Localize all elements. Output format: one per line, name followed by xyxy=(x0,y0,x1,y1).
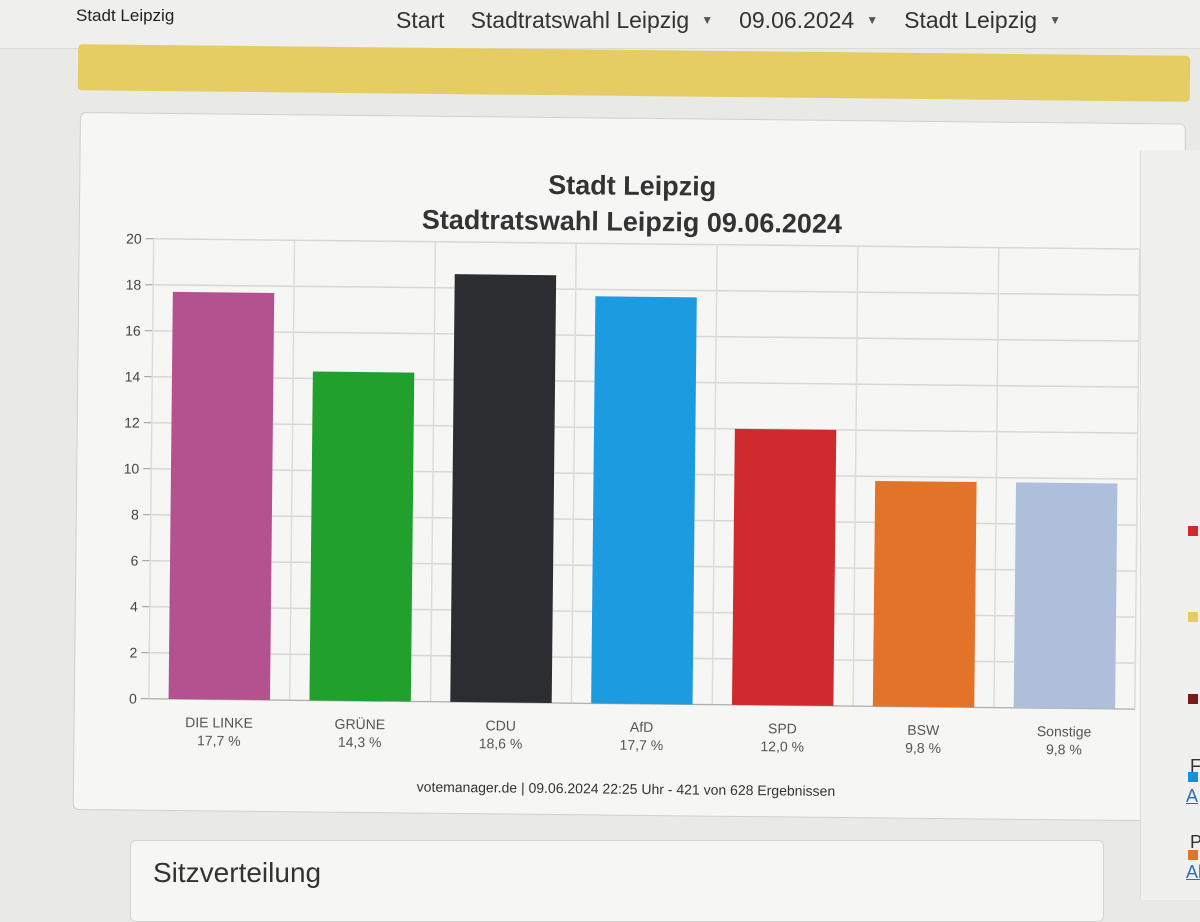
gridline xyxy=(154,239,1140,249)
y-tick-label: 20 xyxy=(126,230,142,246)
chevron-down-icon: ▼ xyxy=(701,3,713,37)
category-label: BSW xyxy=(907,722,940,738)
bar-spd xyxy=(732,429,836,706)
category-label: DIE LINKE xyxy=(185,714,253,731)
y-tick-label: 12 xyxy=(124,414,140,430)
category-label: SPD xyxy=(768,720,797,736)
sidebar-label: F xyxy=(1190,756,1200,777)
y-tick-label: 18 xyxy=(126,276,142,292)
bar-cdu xyxy=(450,274,556,703)
value-label: 18,6 % xyxy=(479,735,523,751)
y-tick-label: 4 xyxy=(130,599,138,615)
y-tick-label: 10 xyxy=(124,460,140,476)
y-tick-label: 16 xyxy=(125,322,141,338)
sidebar-label: Pl xyxy=(1190,832,1200,853)
brand-link[interactable]: Stadt Leipzig xyxy=(76,6,174,26)
sidebar-link[interactable]: All xyxy=(1186,862,1200,883)
notice-banner xyxy=(78,44,1190,102)
value-label: 17,7 % xyxy=(620,737,664,753)
legend-color-square xyxy=(1188,612,1198,622)
y-tick-label: 8 xyxy=(131,507,139,523)
legend-color-square xyxy=(1188,526,1198,536)
category-label: GRÜNE xyxy=(335,715,386,733)
nav-election-dropdown[interactable]: Stadtratswahl Leipzig▼ xyxy=(471,0,714,40)
y-tick-label: 2 xyxy=(129,645,137,661)
seat-distribution-panel: Sitzverteilung xyxy=(130,840,1104,922)
main-nav: Start Stadtratswahl Leipzig▼ 09.06.2024▼… xyxy=(396,0,1061,40)
bar-afd xyxy=(591,296,697,704)
bar-sonstige xyxy=(1014,482,1118,708)
top-navigation-bar: Stadt Leipzig Start Stadtratswahl Leipzi… xyxy=(0,0,1200,49)
y-tick-label: 6 xyxy=(130,553,138,569)
nav-date-dropdown[interactable]: 09.06.2024▼ xyxy=(739,0,878,40)
value-label: 9,8 % xyxy=(1046,741,1082,757)
y-tick-label: 0 xyxy=(129,691,137,707)
chevron-down-icon: ▼ xyxy=(1049,3,1061,37)
nav-region-dropdown[interactable]: Stadt Leipzig▼ xyxy=(904,0,1061,40)
value-label: 12,0 % xyxy=(760,738,804,754)
bar-gr-ne xyxy=(309,372,414,702)
gridline xyxy=(153,285,1139,295)
bar-bsw xyxy=(873,481,977,707)
seat-distribution-title: Sitzverteilung xyxy=(153,857,321,889)
value-label: 17,7 % xyxy=(197,732,241,748)
value-label: 14,3 % xyxy=(338,734,382,750)
legend-color-square xyxy=(1188,694,1198,704)
category-label: CDU xyxy=(485,717,516,733)
sidebar-link[interactable]: A xyxy=(1186,786,1198,807)
category-label: Sonstige xyxy=(1037,723,1092,740)
bar-die-linke xyxy=(169,292,275,700)
category-label: AfD xyxy=(630,719,654,735)
value-label: 9,8 % xyxy=(905,740,941,756)
y-tick-label: 14 xyxy=(125,368,141,384)
nav-start[interactable]: Start xyxy=(396,0,445,40)
chevron-down-icon: ▼ xyxy=(866,3,878,37)
chart-panel: Stadt Leipzig Stadtratswahl Leipzig 09.0… xyxy=(73,112,1186,822)
